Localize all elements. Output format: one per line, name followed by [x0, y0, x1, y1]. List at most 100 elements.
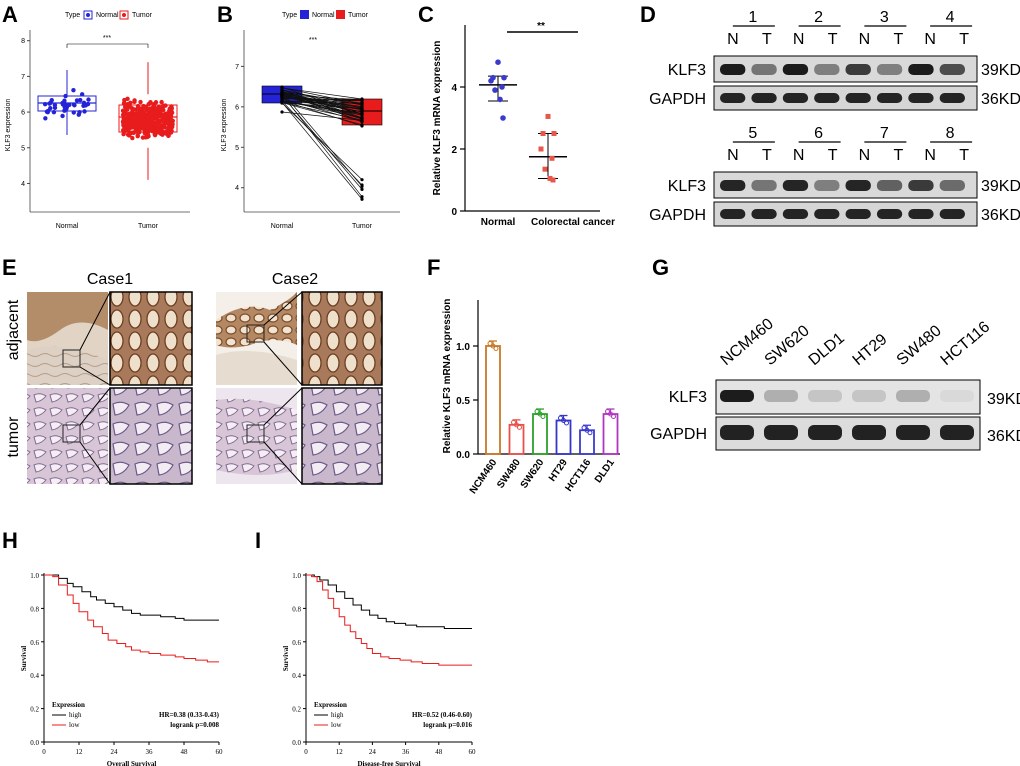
b-y-tick-label: 7	[235, 64, 239, 71]
a-tumor-point	[121, 131, 126, 137]
c-x-tick-normal: Normal	[481, 217, 516, 228]
km-x-tick-label: 48	[435, 748, 443, 756]
f-bar	[602, 413, 619, 455]
panel-label-c: C	[418, 2, 434, 27]
d-gapdh-band	[720, 93, 746, 103]
d-lane-t: T	[828, 31, 838, 48]
d-lane-n: N	[727, 147, 739, 164]
b-legend-normal-label: Normal	[312, 12, 335, 19]
e-case1-adjacent-zoom-line-top	[79, 291, 111, 351]
km-legend-label: high	[331, 711, 344, 719]
km-y-axis-title: Survival	[282, 646, 290, 671]
km-legend-title: Expression	[52, 701, 85, 709]
km-y-tick-label: 0.4	[292, 672, 301, 680]
b-normal-point	[280, 88, 284, 93]
a-tumor-point	[127, 131, 132, 137]
a-tumor-point	[128, 100, 133, 106]
g-klf3-band	[808, 390, 842, 402]
b-legend-normal-key	[300, 10, 309, 19]
d-gapdh-band	[908, 93, 934, 103]
panel-label-f: F	[427, 255, 440, 280]
km-x-tick-label: 60	[216, 748, 224, 756]
d-klf3-band	[814, 180, 840, 191]
c-y-tick-label: 4	[451, 83, 457, 94]
a-tumor-point	[125, 105, 130, 111]
c-point	[550, 177, 556, 183]
a-tumor-point	[138, 99, 143, 105]
b-tumor-point	[360, 116, 364, 120]
a-tumor-point	[148, 108, 153, 113]
a-tumor-box	[118, 104, 178, 133]
b-tumor-point	[360, 99, 364, 103]
a-y-tick-label: 6	[21, 110, 25, 117]
f-point	[584, 427, 590, 433]
km-stat: HR=0.38 (0.33-0.43)	[159, 711, 220, 719]
a-tumor-point	[137, 110, 143, 115]
panel-h-km-curve: 0.0 0.2 0.4 0.6 0.8 1.0 0 12 24 36 48 60 Survival Ove…	[20, 572, 223, 766]
a-tumor-point	[146, 118, 151, 123]
legend-tumor-dot	[122, 13, 126, 17]
a-tumor-point	[126, 127, 131, 132]
b-tumor-point	[360, 103, 364, 107]
g-cell-line-label: HT29	[850, 331, 891, 369]
b-normal-point	[280, 93, 284, 97]
km-x-tick-label: 36	[146, 748, 154, 756]
legend-type-label: Type	[65, 12, 80, 19]
f-point	[493, 346, 499, 351]
a-tumor-point	[131, 107, 137, 112]
f-y-tick-label: 1.0	[456, 342, 470, 353]
a-tumor-point	[157, 126, 162, 131]
a-tumor-point	[144, 105, 149, 111]
d-lane-t: T	[959, 31, 969, 48]
a-tumor-point	[141, 110, 147, 116]
b-pair-line	[281, 98, 363, 123]
panel-label-d: D	[640, 2, 656, 27]
d-lane-t: T	[828, 147, 838, 164]
d-lane-t: T	[893, 147, 903, 164]
d-klf3-band	[720, 180, 746, 191]
d-klf3-band	[751, 180, 777, 191]
d-gapdh-band	[939, 93, 965, 103]
panel-label-e: E	[2, 255, 17, 280]
b-y-ticks: 4 5 6 7	[235, 64, 244, 192]
a-x-tick-tumor: Tumor	[138, 223, 159, 230]
d-pair-number: 1	[748, 9, 757, 26]
c-y-tick-label: 0	[451, 207, 457, 218]
legend-normal-key	[83, 10, 93, 20]
km-curve	[306, 574, 472, 666]
g-klf3-band	[896, 390, 930, 402]
e-case2-tumor-zoom-line-top	[263, 387, 303, 426]
d-gapdh-band	[845, 93, 871, 103]
km-x-tick-label: 0	[304, 748, 308, 756]
panel-label-a: A	[2, 2, 18, 27]
a-tumor-point	[153, 121, 158, 126]
km-y-tick-label: 0.0	[292, 739, 301, 747]
b-normal-point	[280, 85, 284, 89]
g-gapdh-band	[852, 425, 886, 440]
c-point	[551, 131, 557, 136]
b-y-axis-title: KLF3 expression	[221, 99, 228, 152]
b-pair-line	[281, 102, 363, 200]
a-y-tick-label: 4	[21, 181, 25, 188]
a-tumor-point	[162, 120, 167, 125]
km-x-tick-label: 48	[181, 748, 189, 756]
e-case1-adjacent-zoom	[109, 291, 193, 386]
f-point	[611, 414, 616, 420]
c-point	[492, 87, 498, 93]
d-klf3-label: KLF3	[668, 178, 706, 195]
d-lane-n: N	[727, 31, 739, 48]
a-tumor-point	[120, 128, 126, 133]
g-gapdh-membrane	[715, 416, 981, 451]
a-tumor-point	[167, 111, 172, 116]
km-legend-label: low	[331, 721, 342, 729]
km-legend-title: Expression	[314, 701, 347, 709]
b-y-tick-label: 6	[235, 104, 239, 111]
e-case1-tumor-zoom-line-top	[79, 387, 111, 426]
b-y-tick-label: 5	[235, 145, 239, 152]
b-pair-line	[281, 100, 363, 127]
b-x-tick-normal: Normal	[271, 223, 294, 230]
f-bar	[532, 413, 548, 455]
d-gapdh-kd: 36KD	[981, 91, 1020, 108]
km-curve	[44, 574, 219, 621]
